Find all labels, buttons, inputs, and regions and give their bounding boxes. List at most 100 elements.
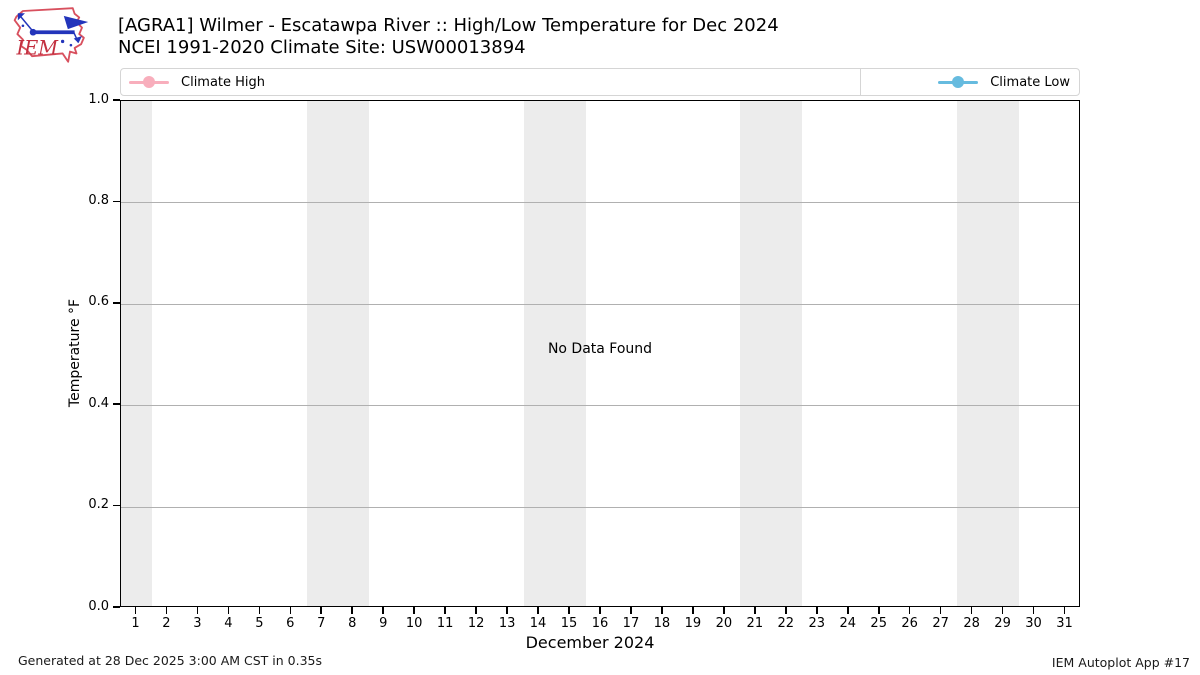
legend-label-climate-high: Climate High: [181, 74, 266, 90]
x-tick-label: 17: [622, 616, 640, 631]
x-tick-mark: [723, 607, 725, 614]
y-tick-mark: [113, 504, 120, 507]
x-tick-label: 29: [994, 616, 1011, 631]
x-tick-label: 30: [1025, 616, 1042, 631]
weekend-band: [740, 101, 803, 606]
x-tick-label: 9: [379, 616, 388, 631]
x-tick-label: 24: [839, 616, 856, 631]
x-tick-label: 14: [529, 616, 547, 631]
legend-item-climate-low: Climate Low: [860, 69, 1079, 95]
x-tick-mark: [599, 607, 601, 614]
x-tick-mark: [908, 607, 911, 614]
gridline: [121, 202, 1079, 204]
iem-logo: IEM: [13, 7, 89, 63]
x-tick-mark: [289, 607, 292, 614]
x-tick-label: 21: [746, 616, 764, 631]
autoplot-app-credit: IEM Autoplot App #17: [1051, 655, 1190, 670]
x-tick-label: 23: [808, 616, 826, 631]
x-tick-mark: [815, 607, 818, 614]
x-tick-mark: [351, 607, 354, 614]
x-tick-mark: [754, 607, 756, 614]
legend: Climate High Climate Low: [120, 68, 1080, 96]
x-tick-label: 16: [591, 616, 609, 631]
y-tick-label: 0.2: [88, 497, 109, 513]
title-block: [AGRA1] Wilmer - Escatawpa River :: High…: [118, 15, 779, 59]
y-tick-mark: [113, 99, 120, 101]
x-tick-label: 28: [963, 616, 980, 631]
x-tick-mark: [661, 607, 663, 614]
y-tick-label: 0.4: [88, 395, 109, 411]
x-tick-mark: [196, 607, 199, 614]
x-tick-label: 2: [162, 616, 171, 631]
x-tick-mark: [475, 607, 477, 614]
x-axis-label: December 2024: [525, 633, 655, 652]
x-tick-label: 5: [255, 616, 264, 631]
y-tick-label: 1.0: [88, 91, 109, 107]
x-tick-label: 22: [777, 616, 795, 631]
weekend-band: [306, 101, 369, 606]
x-tick-mark: [506, 607, 508, 614]
x-tick-mark: [537, 607, 539, 614]
y-tick-label: 0.6: [88, 294, 109, 310]
x-tick-mark: [1032, 607, 1035, 614]
legend-label-climate-low: Climate Low: [990, 74, 1070, 90]
weekend-band: [121, 101, 152, 606]
x-tick-mark: [939, 607, 942, 614]
y-tick-label: 0.8: [88, 192, 109, 208]
x-tick-label: 3: [193, 616, 202, 631]
x-tick-mark: [846, 607, 849, 614]
x-tick-mark: [227, 607, 230, 614]
x-tick-label: 6: [286, 616, 295, 631]
y-axis-label: Temperature °F: [67, 298, 83, 408]
x-tick-mark: [630, 607, 632, 614]
climate-high-marker-icon: [129, 76, 169, 88]
x-tick-mark: [165, 607, 168, 614]
gridline: [121, 405, 1079, 407]
generated-timestamp: Generated at 28 Dec 2025 3:00 AM CST in …: [18, 653, 322, 668]
x-tick-mark: [382, 607, 385, 614]
x-tick-label: 31: [1056, 616, 1073, 631]
x-tick-mark: [444, 607, 446, 614]
x-tick-label: 1: [131, 616, 140, 631]
x-tick-label: 27: [932, 616, 949, 631]
x-tick-label: 11: [436, 616, 454, 631]
chart-title: [AGRA1] Wilmer - Escatawpa River :: High…: [118, 15, 779, 36]
x-tick-label: 19: [684, 616, 702, 631]
weekend-band: [957, 101, 1020, 606]
x-tick-label: 25: [870, 616, 887, 631]
x-tick-label: 10: [405, 616, 423, 631]
x-tick-mark: [1001, 607, 1004, 614]
x-tick-mark: [877, 607, 880, 614]
x-tick-label: 8: [348, 616, 357, 631]
x-tick-label: 13: [498, 616, 516, 631]
y-tick-mark: [113, 200, 120, 203]
x-tick-label: 15: [560, 616, 578, 631]
chart-subtitle: NCEI 1991-2020 Climate Site: USW00013894: [118, 37, 526, 58]
iem-logo-text: IEM: [15, 36, 59, 59]
y-tick-label: 0.0: [88, 598, 109, 614]
x-tick-mark: [134, 607, 137, 614]
gridline: [121, 506, 1079, 508]
x-tick-label: 26: [901, 616, 918, 631]
x-tick-label: 18: [653, 616, 671, 631]
x-tick-mark: [692, 607, 694, 614]
y-tick-mark: [113, 606, 120, 608]
x-tick-label: 20: [715, 616, 733, 631]
x-tick-mark: [1063, 607, 1066, 614]
x-tick-mark: [258, 607, 261, 614]
x-tick-label: 7: [317, 616, 326, 631]
gridline: [121, 303, 1079, 305]
y-tick-mark: [113, 302, 120, 304]
x-tick-label: 4: [224, 616, 233, 631]
x-tick-mark: [785, 607, 787, 614]
weather-vane-icon: [17, 13, 89, 47]
no-data-annotation: No Data Found: [547, 341, 653, 358]
x-tick-mark: [568, 607, 570, 614]
climate-low-marker-icon: [938, 76, 979, 88]
plot-area: No Data Found: [120, 100, 1080, 607]
x-tick-label: 12: [467, 616, 485, 631]
weekend-band: [523, 101, 586, 606]
legend-item-climate-high: Climate High: [129, 69, 265, 95]
y-tick-mark: [113, 403, 120, 405]
